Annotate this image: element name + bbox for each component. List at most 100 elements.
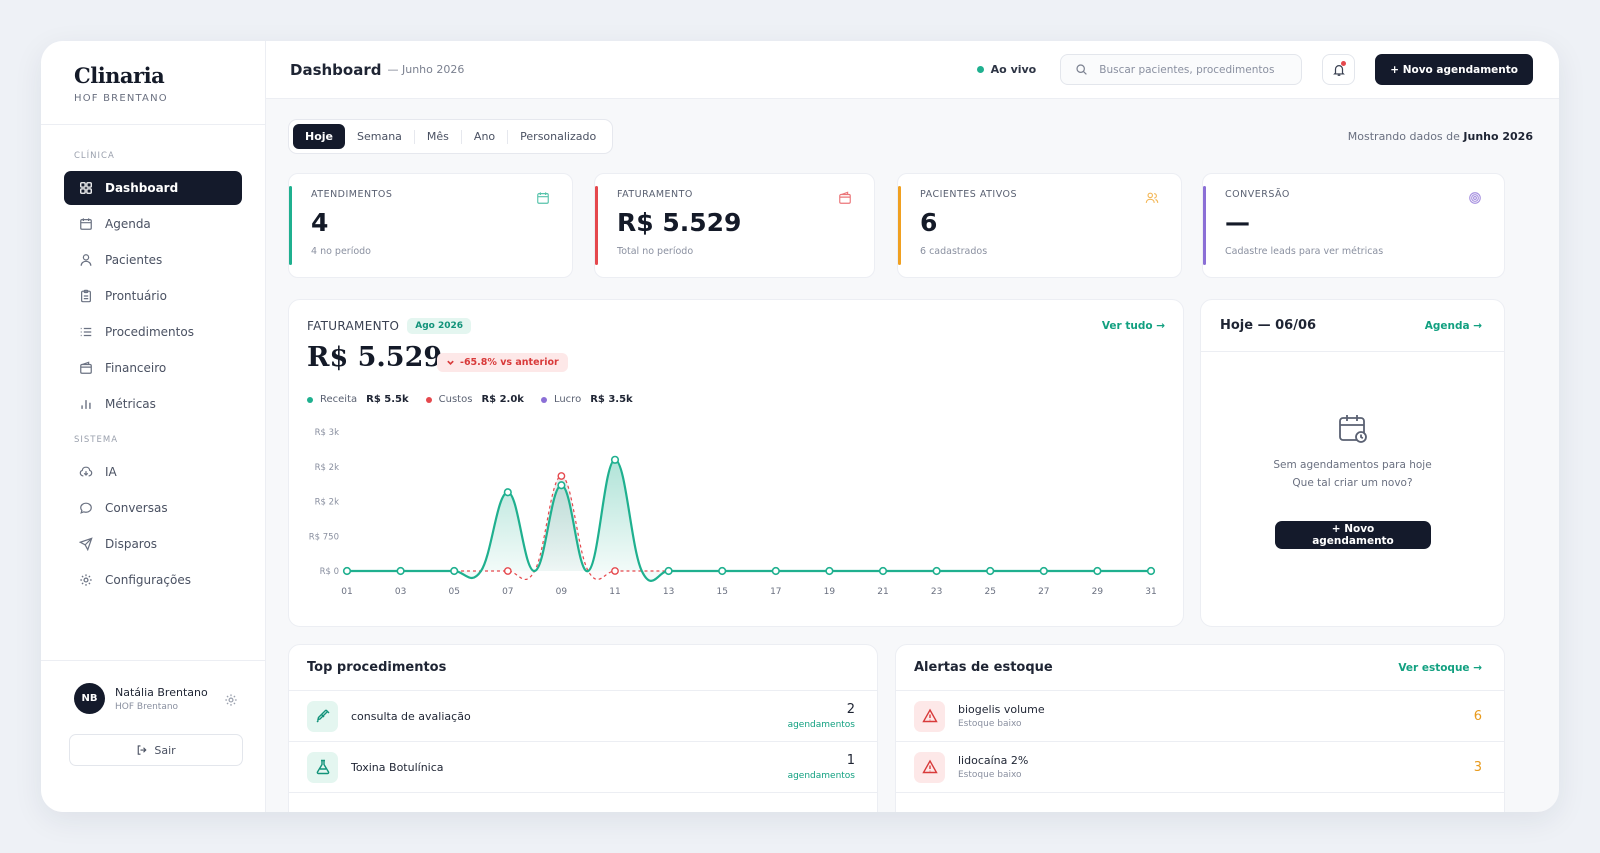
gear-icon xyxy=(79,573,93,587)
kpi-value: R$ 5.529 xyxy=(617,208,742,237)
custos-point xyxy=(611,567,619,575)
stock-alerts-title: Alertas de estoque xyxy=(914,660,1053,675)
logout-label: Sair xyxy=(154,743,176,757)
sidebar-item-configuracoes[interactable]: Configurações xyxy=(64,563,242,597)
tab-ano[interactable]: Ano xyxy=(473,130,496,143)
target-icon xyxy=(1469,192,1481,204)
receita-point xyxy=(718,566,727,576)
list-item[interactable]: consulta de avaliação 2 agendamentos xyxy=(289,691,877,742)
x-tick-label: 21 xyxy=(877,587,888,597)
legend-value: R$ 5.5k xyxy=(366,394,409,405)
sidebar-item-label: Pacientes xyxy=(105,253,163,267)
tab-semana[interactable]: Semana xyxy=(357,130,402,143)
receita-point xyxy=(664,566,673,576)
period-note-prefix: Mostrando dados de xyxy=(1347,130,1460,143)
see-stock-link[interactable]: Ver estoque → xyxy=(1398,661,1482,674)
sidebar: Clinaria HOF BRENTANO CLÍNICA Dashboard … xyxy=(41,41,266,812)
revenue-total: R$ 5.529 xyxy=(307,342,443,373)
sidebar-item-financeiro[interactable]: Financeiro xyxy=(64,351,242,385)
new-appointment-button[interactable]: + Novo agendamento xyxy=(1375,54,1533,85)
tab-divider xyxy=(413,129,415,144)
x-tick-label: 07 xyxy=(502,587,513,597)
top-procedures-header: Top procedimentos xyxy=(289,645,877,691)
sidebar-item-label: Disparos xyxy=(105,537,158,551)
sidebar-item-conversas[interactable]: Conversas xyxy=(64,491,242,525)
flask-icon xyxy=(307,751,338,783)
sidebar-item-label: Conversas xyxy=(105,501,168,515)
kpi-label: FATURAMENTO xyxy=(617,189,693,200)
sidebar-item-label: IA xyxy=(105,465,117,479)
legend-item-lucro[interactable]: Lucro R$ 3.5k xyxy=(540,394,633,405)
sidebar-item-agenda[interactable]: Agenda xyxy=(64,207,242,241)
x-tick-label: 31 xyxy=(1145,587,1156,597)
grid-icon xyxy=(79,181,93,195)
kpi-card-conversao[interactable]: CONVERSÃO — Cadastre leads para ver métr… xyxy=(1202,173,1505,278)
users-icon xyxy=(1145,192,1159,203)
legend-name: Receita xyxy=(320,394,358,405)
legend-name: Lucro xyxy=(553,394,582,405)
empty-state-subtitle: Que tal criar um novo? xyxy=(1292,477,1413,489)
list-icon xyxy=(79,325,93,339)
kpi-value: — xyxy=(1225,208,1250,237)
warning-icon xyxy=(914,700,945,732)
kpi-row: ATENDIMENTOS 4 4 no período FATURAMENTO … xyxy=(288,173,1505,278)
user-profile[interactable]: NB Natália Brentano HOF Brentano xyxy=(41,661,265,714)
x-tick-label: 27 xyxy=(1038,587,1049,597)
revenue-header: FATURAMENTO Ago 2026 xyxy=(307,318,472,334)
sidebar-item-metricas[interactable]: Métricas xyxy=(64,387,242,421)
kpi-card-faturamento[interactable]: FATURAMENTO R$ 5.529 Total no período xyxy=(594,173,875,278)
procedure-unit: agendamentos xyxy=(787,771,855,781)
receita-point xyxy=(1093,566,1102,576)
receita-point xyxy=(771,566,780,576)
chevron-down-icon xyxy=(447,360,454,365)
tab-mes[interactable]: Mês xyxy=(426,130,449,143)
legend-item-receita[interactable]: Receita R$ 5.5k xyxy=(307,394,409,405)
revenue-title: FATURAMENTO xyxy=(307,319,400,333)
clipboard-icon xyxy=(79,289,93,303)
receita-point xyxy=(610,455,620,464)
procedure-unit: agendamentos xyxy=(787,720,855,730)
list-item[interactable]: Toxina Botulínica 1 agendamentos xyxy=(289,742,877,793)
warning-icon xyxy=(914,751,945,783)
kpi-label: ATENDIMENTOS xyxy=(311,189,393,200)
see-all-link[interactable]: Ver tudo → xyxy=(1101,320,1165,332)
y-tick-label: R$ 2k xyxy=(315,498,339,508)
notifications-button[interactable] xyxy=(1322,54,1356,85)
list-item[interactable]: lidocaína 2% Estoque baixo 3 xyxy=(896,742,1504,793)
procedure-name: Toxina Botulínica xyxy=(351,760,444,774)
logout-button[interactable]: Sair xyxy=(69,734,243,766)
sidebar-item-pacientes[interactable]: Pacientes xyxy=(64,243,242,277)
custos-area xyxy=(347,476,1151,580)
tab-personalizado[interactable]: Personalizado xyxy=(520,130,597,143)
y-tick-label: R$ 2k xyxy=(315,463,339,473)
sidebar-item-prontuario[interactable]: Prontuário xyxy=(64,279,242,313)
list-item[interactable]: biogelis volume Estoque baixo 6 xyxy=(896,691,1504,742)
sidebar-item-label: Dashboard xyxy=(105,181,179,195)
y-tick-label: R$ 0 xyxy=(320,567,339,577)
today-new-appointment-button[interactable]: + Novo agendamento xyxy=(1275,521,1431,549)
kpi-card-atendimentos[interactable]: ATENDIMENTOS 4 4 no período xyxy=(288,173,573,278)
sidebar-item-label: Prontuário xyxy=(105,289,167,303)
legend-item-custos[interactable]: Custos R$ 2.0k xyxy=(425,394,524,405)
user-name: Natália Brentano xyxy=(115,685,208,699)
agenda-link[interactable]: Agenda → xyxy=(1424,319,1482,332)
search-input[interactable] xyxy=(1099,63,1280,76)
revenue-period-badge: Ago 2026 xyxy=(407,318,472,334)
notification-badge xyxy=(1341,61,1347,66)
calendar-icon xyxy=(537,192,549,204)
calendar-icon xyxy=(79,217,93,231)
sidebar-item-ia[interactable]: IA xyxy=(64,455,242,489)
chat-icon xyxy=(79,501,93,515)
today-header: Hoje — 06/06 Agenda → xyxy=(1201,300,1504,352)
tab-hoje[interactable]: Hoje xyxy=(293,124,345,149)
today-card: Hoje — 06/06 Agenda → Sem agendamentos p… xyxy=(1200,299,1505,627)
receita-point xyxy=(450,566,459,576)
receita-point xyxy=(396,566,405,576)
sidebar-item-procedimentos[interactable]: Procedimentos xyxy=(64,315,242,349)
user-settings-gear-icon[interactable] xyxy=(224,692,238,706)
sidebar-item-disparos[interactable]: Disparos xyxy=(64,527,242,561)
sidebar-item-dashboard[interactable]: Dashboard xyxy=(64,171,242,205)
kpi-card-pacientes-ativos[interactable]: PACIENTES ATIVOS 6 6 cadastrados xyxy=(897,173,1182,278)
x-tick-label: 11 xyxy=(609,587,620,597)
legend-dot xyxy=(307,396,313,403)
